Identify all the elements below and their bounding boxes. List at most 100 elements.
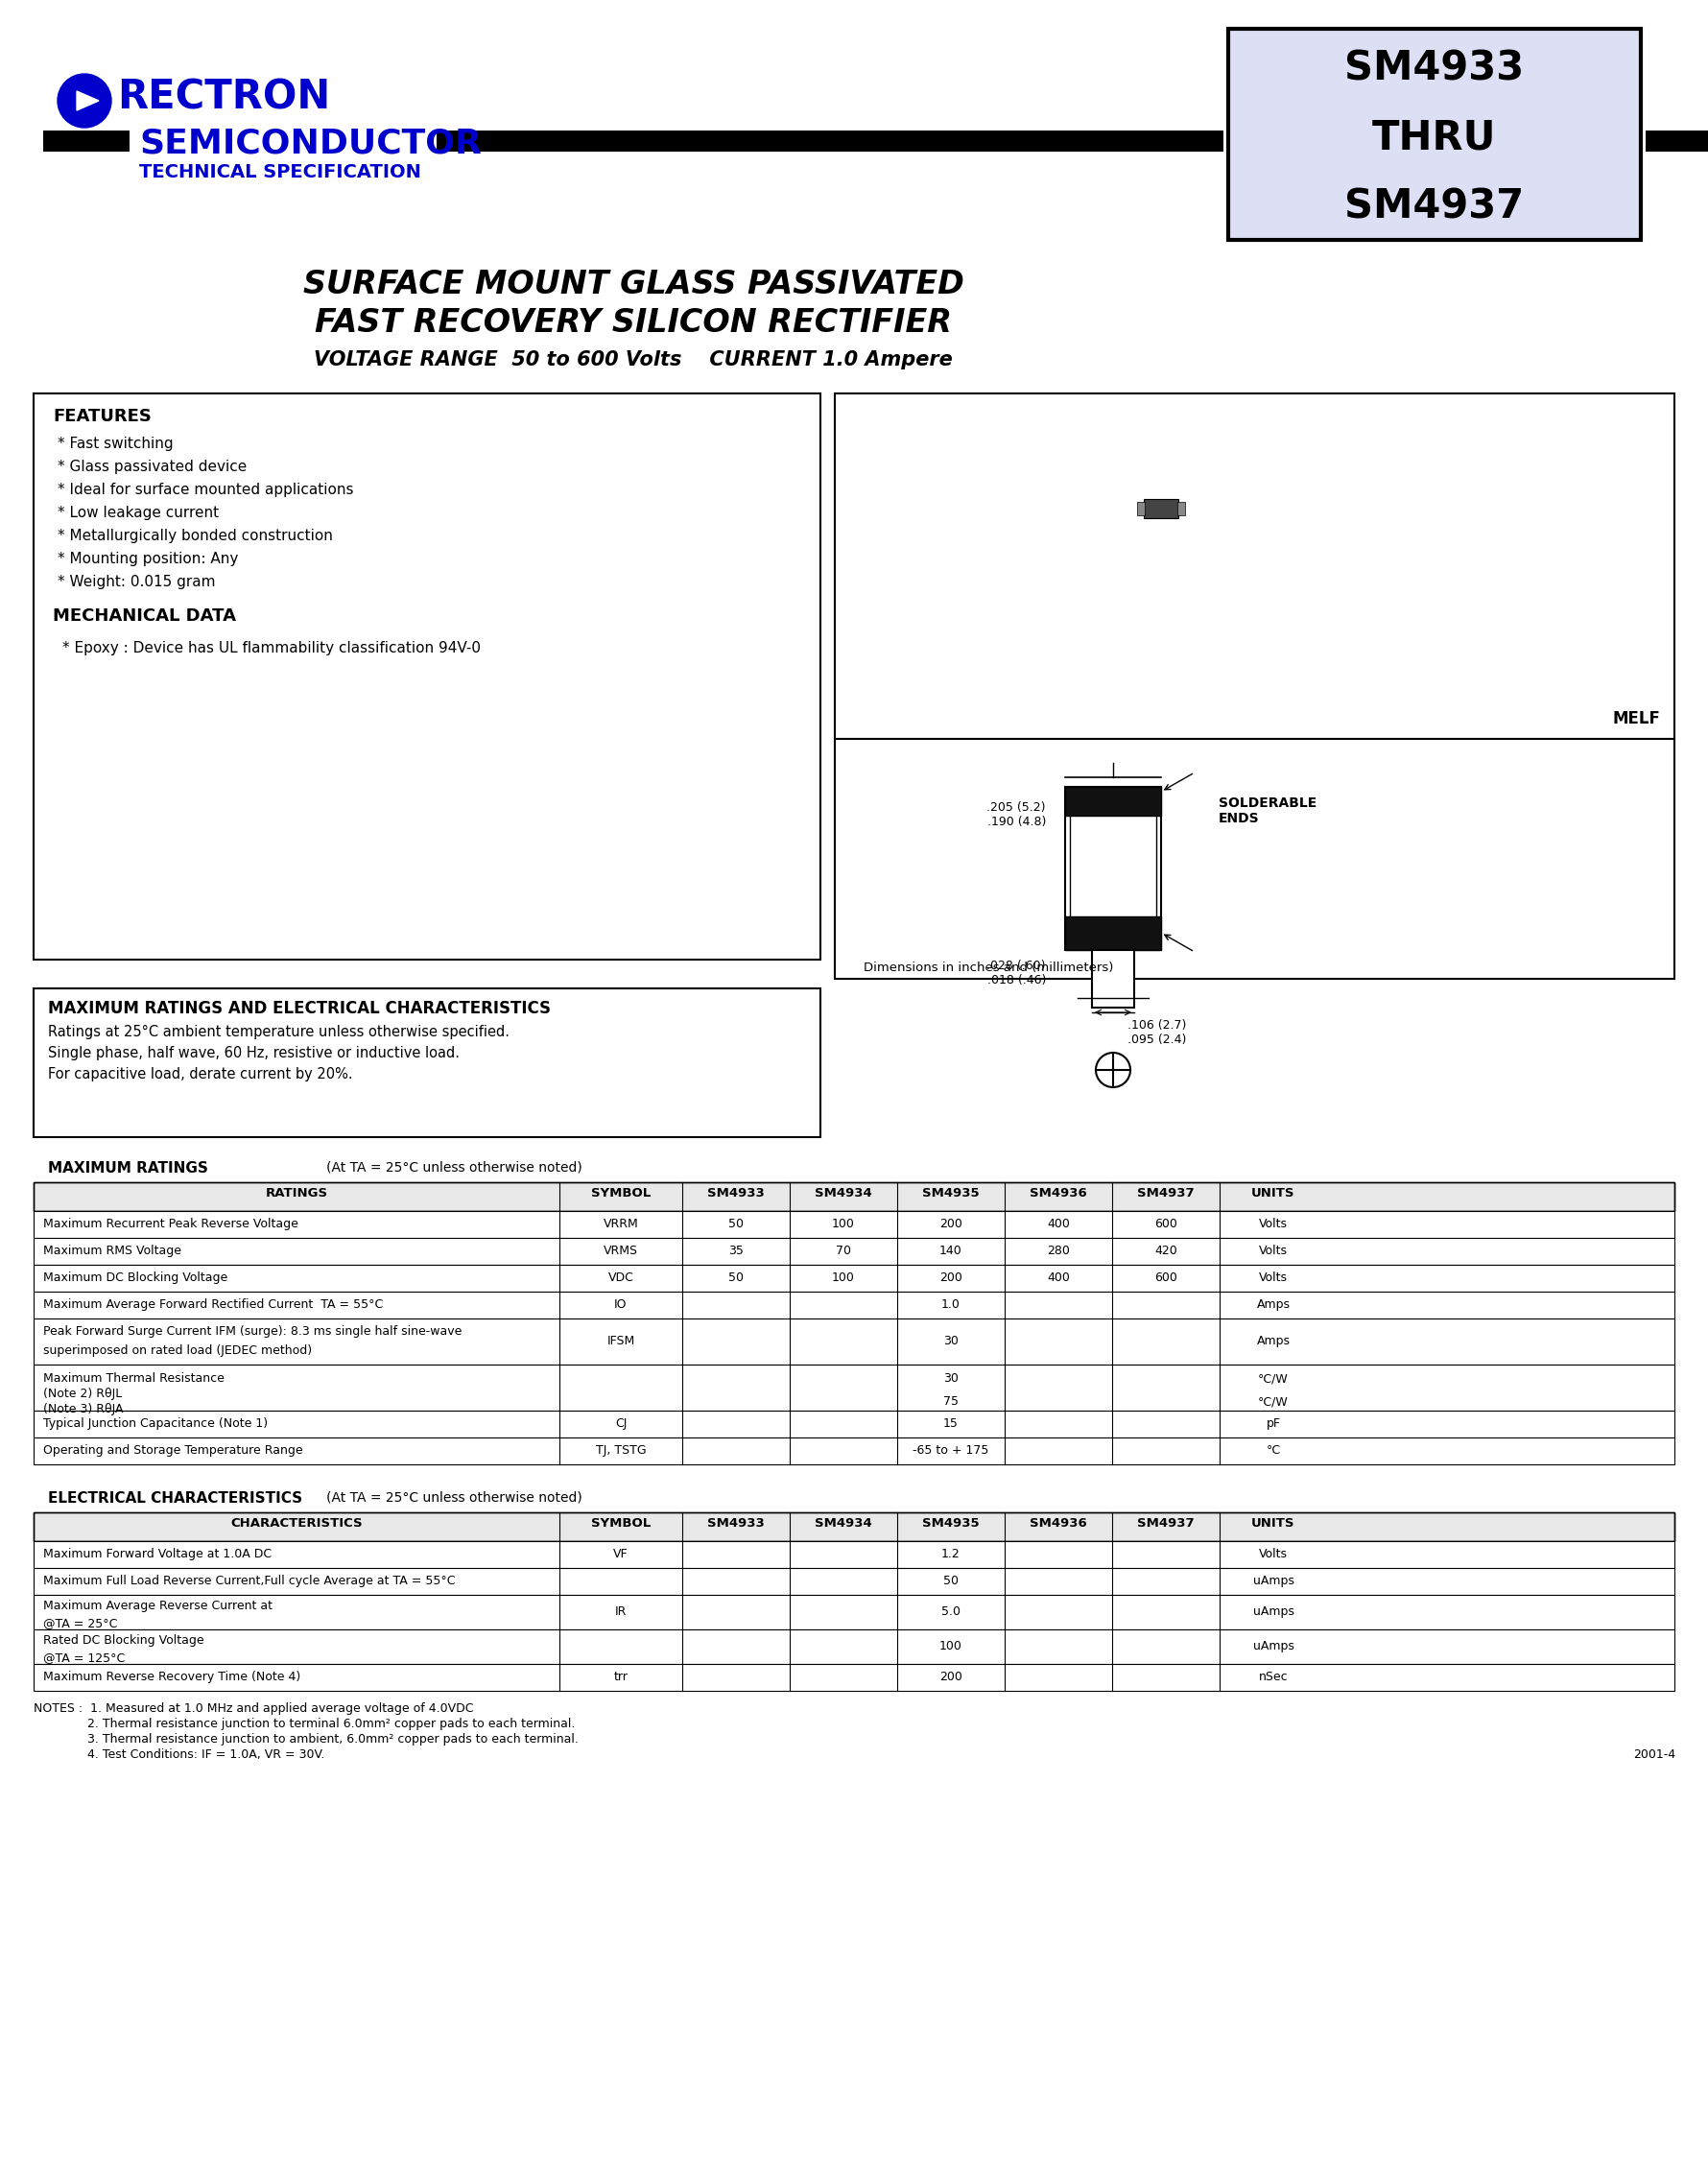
Bar — [34, 393, 820, 960]
Text: Maximum RMS Voltage: Maximum RMS Voltage — [43, 1245, 181, 1256]
Text: MELF: MELF — [1611, 709, 1658, 726]
Text: SM4934: SM4934 — [815, 1187, 871, 1200]
Bar — [34, 1567, 1674, 1596]
Text: SM4934: SM4934 — [815, 1518, 871, 1531]
Text: °C: °C — [1266, 1444, 1279, 1457]
Text: .018 (.46): .018 (.46) — [987, 975, 1045, 986]
Text: 100: 100 — [939, 1641, 962, 1652]
Text: 420: 420 — [1155, 1245, 1177, 1256]
Text: pF: pF — [1266, 1418, 1279, 1429]
Text: SM4936: SM4936 — [1030, 1518, 1086, 1531]
Circle shape — [58, 74, 111, 128]
Text: °C/W: °C/W — [1257, 1373, 1288, 1384]
Bar — [34, 1513, 1674, 1542]
Text: SM4937: SM4937 — [1136, 1518, 1194, 1531]
Text: Volts: Volts — [1259, 1548, 1288, 1561]
Text: superimposed on rated load (JEDEC method): superimposed on rated load (JEDEC method… — [43, 1345, 313, 1358]
Text: 100: 100 — [832, 1217, 854, 1230]
Text: RATINGS: RATINGS — [265, 1187, 328, 1200]
Text: SM4933: SM4933 — [707, 1187, 763, 1200]
Text: SOLDERABLE: SOLDERABLE — [1218, 796, 1315, 811]
Text: SM4933: SM4933 — [1344, 48, 1524, 89]
Text: VF: VF — [613, 1548, 629, 1561]
Text: 75: 75 — [943, 1394, 958, 1407]
Text: 30: 30 — [943, 1373, 958, 1384]
Text: Peak Forward Surge Current IFM (surge): 8.3 ms single half sine-wave: Peak Forward Surge Current IFM (surge): … — [43, 1325, 461, 1338]
Bar — [34, 1410, 1674, 1438]
Text: 400: 400 — [1047, 1217, 1069, 1230]
Text: 1.2: 1.2 — [941, 1548, 960, 1561]
Text: SM4933: SM4933 — [707, 1518, 763, 1531]
Bar — [1069, 815, 1156, 921]
Text: SYMBOL: SYMBOL — [591, 1187, 651, 1200]
Polygon shape — [77, 91, 99, 110]
Bar — [34, 1438, 1674, 1464]
Text: Amps: Amps — [1255, 1299, 1290, 1310]
Text: 2001-4: 2001-4 — [1633, 1749, 1674, 1760]
Text: 70: 70 — [835, 1245, 851, 1256]
Text: FEATURES: FEATURES — [53, 409, 152, 426]
Text: Maximum Recurrent Peak Reverse Voltage: Maximum Recurrent Peak Reverse Voltage — [43, 1217, 299, 1230]
Text: 50: 50 — [943, 1574, 958, 1587]
Text: (Note 2) RθJL: (Note 2) RθJL — [43, 1388, 121, 1401]
Text: .095 (2.4): .095 (2.4) — [1127, 1033, 1185, 1046]
Bar — [43, 130, 130, 151]
Text: .205 (5.2): .205 (5.2) — [986, 802, 1045, 813]
Text: VDC: VDC — [608, 1271, 634, 1284]
Bar — [1091, 949, 1134, 1007]
Text: UNITS: UNITS — [1250, 1187, 1295, 1200]
Text: Maximum Average Forward Rectified Current  TA = 55°C: Maximum Average Forward Rectified Curren… — [43, 1299, 383, 1310]
Text: Single phase, half wave, 60 Hz, resistive or inductive load.: Single phase, half wave, 60 Hz, resistiv… — [48, 1046, 459, 1059]
Bar — [34, 1183, 1674, 1211]
Text: uAmps: uAmps — [1252, 1574, 1293, 1587]
Text: * Glass passivated device: * Glass passivated device — [58, 461, 246, 473]
Bar — [436, 130, 1223, 151]
Text: UNITS: UNITS — [1250, 1518, 1295, 1531]
Text: Amps: Amps — [1255, 1334, 1290, 1347]
Text: 15: 15 — [943, 1418, 958, 1429]
Text: @TA = 125°C: @TA = 125°C — [43, 1652, 125, 1665]
Text: Ratings at 25°C ambient temperature unless otherwise specified.: Ratings at 25°C ambient temperature unle… — [48, 1025, 509, 1040]
Text: trr: trr — [613, 1671, 627, 1684]
Text: VRRM: VRRM — [603, 1217, 639, 1230]
Text: SM4935: SM4935 — [922, 1518, 979, 1531]
Text: .190 (4.8): .190 (4.8) — [987, 815, 1045, 828]
Text: Typical Junction Capacitance (Note 1): Typical Junction Capacitance (Note 1) — [43, 1418, 268, 1429]
Text: THRU: THRU — [1372, 117, 1496, 158]
Text: Volts: Volts — [1259, 1217, 1288, 1230]
Text: VRMS: VRMS — [603, 1245, 637, 1256]
Text: 200: 200 — [939, 1217, 962, 1230]
Bar — [34, 1542, 1674, 1567]
Text: 600: 600 — [1153, 1217, 1177, 1230]
Text: TECHNICAL SPECIFICATION: TECHNICAL SPECIFICATION — [138, 162, 420, 182]
Bar — [34, 1630, 1674, 1665]
Text: 1.0: 1.0 — [941, 1299, 960, 1310]
Text: * Fast switching: * Fast switching — [58, 437, 173, 452]
Bar — [34, 1291, 1674, 1319]
Text: (Note 3) RθJA: (Note 3) RθJA — [43, 1403, 123, 1416]
Text: 200: 200 — [939, 1671, 962, 1684]
Text: 50: 50 — [728, 1271, 743, 1284]
Text: ELECTRICAL CHARACTERISTICS: ELECTRICAL CHARACTERISTICS — [48, 1492, 302, 1505]
Text: .106 (2.7): .106 (2.7) — [1127, 1018, 1185, 1031]
Text: 3. Thermal resistance junction to ambient, 6.0mm² copper pads to each terminal.: 3. Thermal resistance junction to ambien… — [34, 1734, 579, 1745]
Text: Maximum Thermal Resistance: Maximum Thermal Resistance — [43, 1373, 224, 1384]
Bar — [834, 739, 1674, 979]
Text: Operating and Storage Temperature Range: Operating and Storage Temperature Range — [43, 1444, 302, 1457]
Text: * Mounting position: Any: * Mounting position: Any — [58, 551, 237, 566]
Bar — [34, 1319, 1674, 1364]
Text: 35: 35 — [728, 1245, 743, 1256]
Text: NOTES :  1. Measured at 1.0 MHz and applied average voltage of 4.0VDC: NOTES : 1. Measured at 1.0 MHz and appli… — [34, 1701, 473, 1714]
Text: SM4937: SM4937 — [1344, 186, 1524, 227]
Text: Maximum Average Reverse Current at: Maximum Average Reverse Current at — [43, 1600, 272, 1613]
Text: -65 to + 175: -65 to + 175 — [912, 1444, 989, 1457]
Bar — [34, 1211, 1674, 1239]
Text: 30: 30 — [943, 1334, 958, 1347]
Text: SEMICONDUCTOR: SEMICONDUCTOR — [138, 128, 482, 160]
Text: IFSM: IFSM — [606, 1334, 634, 1347]
Text: (At TA = 25°C unless otherwise noted): (At TA = 25°C unless otherwise noted) — [326, 1161, 582, 1174]
Bar — [34, 988, 820, 1137]
Text: SM4937: SM4937 — [1136, 1187, 1194, 1200]
Bar — [1143, 499, 1179, 519]
Text: 280: 280 — [1047, 1245, 1069, 1256]
